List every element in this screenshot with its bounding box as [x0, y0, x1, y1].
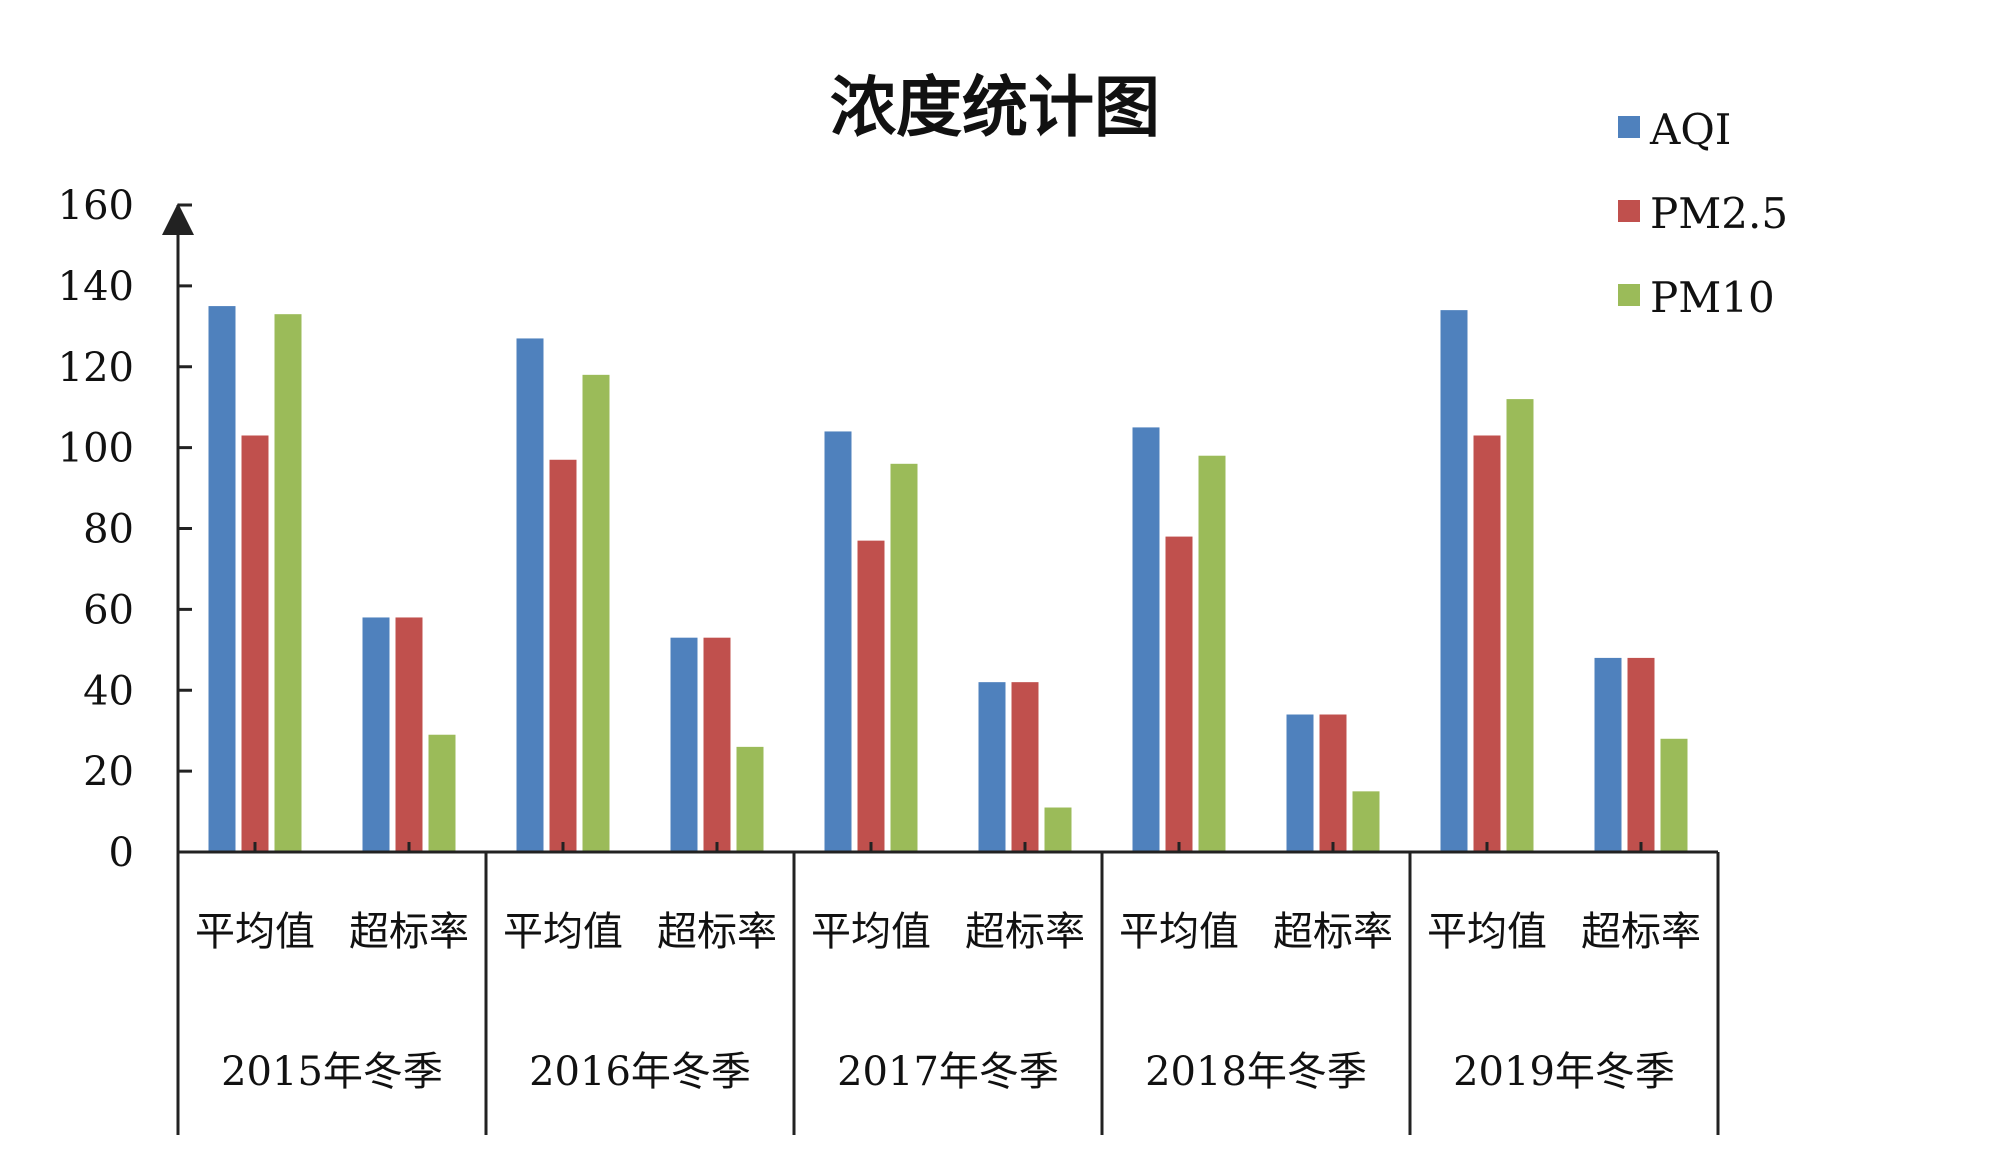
bar-pm10 [1044, 807, 1072, 852]
bar-pm25 [549, 459, 577, 852]
category-label: 超标率 [965, 909, 1085, 955]
y-tick-label: 80 [83, 507, 134, 553]
bar-pm25 [1319, 714, 1347, 852]
y-tick-label: 100 [58, 426, 134, 472]
bar-pm25 [1473, 435, 1501, 852]
bar-pm25 [1627, 657, 1655, 852]
category-label: 超标率 [1581, 909, 1701, 955]
category-label: 超标率 [1273, 909, 1393, 955]
bar-aqi [1286, 714, 1314, 852]
bar-aqi [1132, 427, 1160, 852]
y-tick-label: 120 [58, 345, 134, 391]
group-label: 2016年冬季 [529, 1049, 751, 1095]
bar-aqi [208, 306, 236, 852]
category-label: 平均值 [503, 909, 623, 955]
bar-pm10 [1660, 738, 1688, 852]
y-tick-label: 0 [109, 830, 134, 876]
category-label: 平均值 [195, 909, 315, 955]
bar-pm10 [1506, 399, 1534, 852]
y-tick-label: 40 [83, 668, 134, 714]
bar-pm10 [1352, 791, 1380, 852]
legend-swatch [1618, 200, 1640, 222]
legend-label: PM2.5 [1650, 189, 1788, 238]
y-tick-label: 160 [58, 183, 134, 229]
bar-pm25 [395, 617, 423, 852]
y-tick-label: 60 [83, 587, 134, 633]
category-label: 平均值 [1119, 909, 1239, 955]
bar-aqi [978, 682, 1006, 852]
bar-pm25 [703, 637, 731, 852]
y-axis-arrow [162, 203, 194, 235]
legend-label: AQI [1649, 105, 1731, 154]
bar-aqi [362, 617, 390, 852]
bar-pm25 [1165, 536, 1193, 852]
legend-swatch [1618, 116, 1640, 138]
category-label: 超标率 [657, 909, 777, 955]
group-label: 2018年冬季 [1145, 1049, 1367, 1095]
group-label: 2017年冬季 [837, 1049, 1059, 1095]
bar-pm10 [736, 746, 764, 852]
bar-pm25 [1011, 682, 1039, 852]
category-label: 平均值 [1427, 909, 1547, 955]
bar-aqi [670, 637, 698, 852]
bar-pm10 [1198, 455, 1226, 852]
bar-pm10 [274, 314, 302, 852]
bar-aqi [516, 338, 544, 853]
bar-pm10 [582, 374, 610, 852]
category-label: 平均值 [811, 909, 931, 955]
category-label: 超标率 [349, 909, 469, 955]
bar-pm10 [428, 734, 456, 852]
bar-aqi [824, 431, 852, 852]
bar-pm10 [890, 463, 918, 852]
bar-aqi [1440, 310, 1468, 852]
legend-label: PM10 [1650, 273, 1775, 322]
y-tick-label: 140 [58, 264, 134, 310]
bar-pm25 [857, 540, 885, 852]
group-label: 2015年冬季 [221, 1049, 443, 1095]
y-tick-label: 20 [83, 749, 134, 795]
bar-aqi [1594, 657, 1622, 852]
legend-swatch [1618, 284, 1640, 306]
chart-title: 浓度统计图 [830, 69, 1160, 146]
group-label: 2019年冬季 [1453, 1049, 1675, 1095]
bar-pm25 [241, 435, 269, 852]
